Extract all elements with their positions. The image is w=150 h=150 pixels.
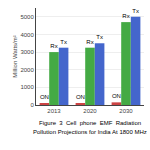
svg-text:ON: ON <box>76 94 85 100</box>
svg-text:0: 0 <box>30 102 34 108</box>
svg-text:3000: 3000 <box>20 49 34 55</box>
svg-text:2000: 2000 <box>20 67 34 73</box>
svg-text:Tx: Tx <box>60 39 67 45</box>
svg-text:Rx: Rx <box>122 13 129 19</box>
svg-text:Tx: Tx <box>96 34 103 40</box>
svg-text:5000: 5000 <box>20 14 34 20</box>
svg-text:2013: 2013 <box>47 108 61 114</box>
svg-text:Rx: Rx <box>50 43 57 49</box>
svg-text:2020: 2020 <box>83 108 97 114</box>
svg-text:Pollution Projections for Indi: Pollution Projections for India At 1800 … <box>33 129 147 135</box>
svg-text:ON: ON <box>112 93 121 99</box>
svg-text:Tx: Tx <box>132 8 139 14</box>
svg-text:ON: ON <box>40 94 49 100</box>
svg-text:Rx: Rx <box>86 39 93 45</box>
svg-text:Figure 3 Cell phone EMF R: Figure 3 Cell phone EMF Radiation <box>39 120 141 126</box>
svg-text:1000: 1000 <box>20 84 34 90</box>
svg-text:2030: 2030 <box>119 108 133 114</box>
svg-text:Million Watts/m²: Million Watts/m² <box>12 35 18 77</box>
svg-text:4000: 4000 <box>20 32 34 38</box>
